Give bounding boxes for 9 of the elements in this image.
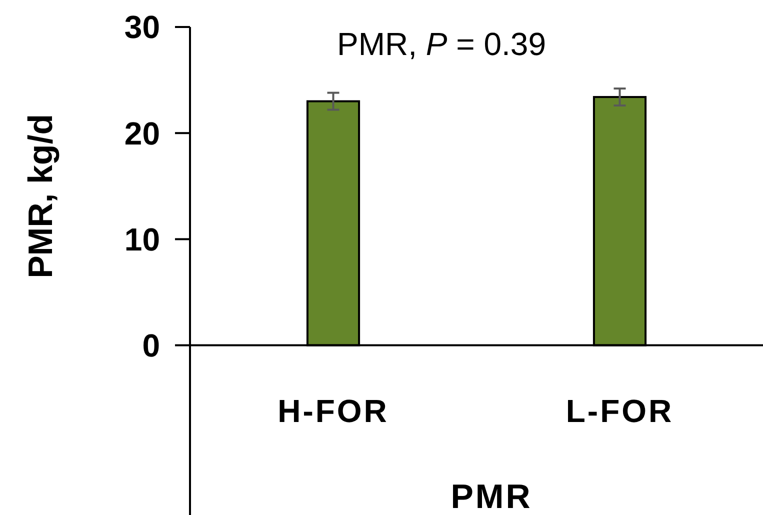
y-tick-label: 10 [124, 221, 160, 258]
x-tick-label: H-FOR [278, 393, 389, 429]
y-tick-label: 30 [124, 9, 160, 46]
annotation: PMR, P = 0.39 [337, 26, 546, 62]
x-tick-label: L-FOR [566, 393, 674, 429]
y-tick-label: 20 [124, 115, 160, 152]
x-axis-title: PMR [450, 478, 532, 515]
y-tick-label: 0 [142, 327, 160, 364]
y-axis-title: PMR, kg/d [22, 114, 60, 278]
